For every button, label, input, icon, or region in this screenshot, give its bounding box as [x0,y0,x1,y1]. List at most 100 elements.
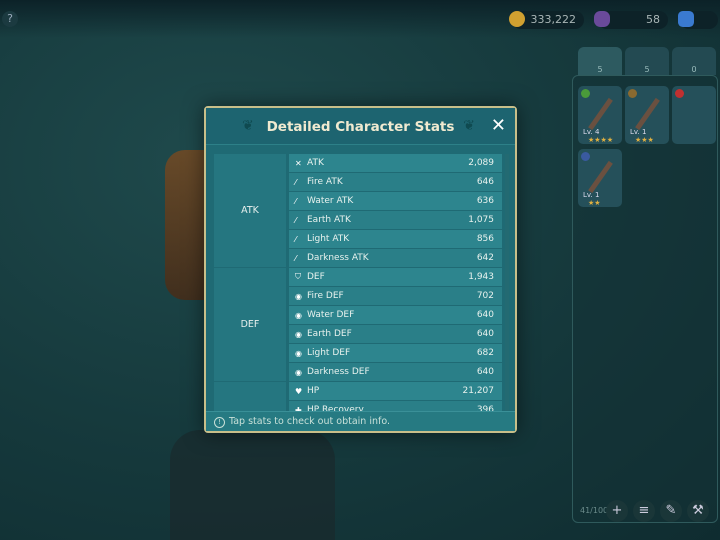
stat-value: 642 [476,253,494,263]
stat-value: 1,075 [468,215,494,225]
stat-name: Water ATK [307,196,354,206]
stat-value: 640 [476,367,494,377]
gold-coin-icon [509,11,525,27]
item-stars: ★★★ [635,136,654,144]
stat-name: Fire DEF [307,291,344,301]
category-label: DEF [240,319,260,330]
forge-button[interactable]: ⚒ [687,500,709,522]
stat-name: Light DEF [307,348,351,358]
stat-value: 702 [476,291,494,301]
stat-value: 640 [476,329,494,339]
stat-icon: ⁄ [295,253,297,263]
crystal-counter: 58 [598,11,668,29]
category-label: ATK [241,205,259,216]
tab-count: 0 [691,65,697,74]
hammer-icon [588,160,613,194]
stat-icon: ⛉ [295,272,301,281]
item-stars: ★★★★ [588,136,614,144]
stat-value: 640 [476,310,494,320]
stat-name: HP [307,386,320,396]
item-level: Lv. 1 [630,128,647,136]
stat-icon: ♥ [295,386,303,396]
footer-hint: Tap stats to check out obtain info. [229,416,390,427]
item-card[interactable] [672,86,716,144]
stat-name: Water DEF [307,310,355,320]
category-hp [214,382,286,412]
stat-row[interactable]: ◉ Water DEF 640 [289,306,502,324]
stat-row[interactable]: ⁄ Darkness ATK 642 [289,249,502,267]
stat-value: 1,943 [468,272,494,282]
item-stars: ★★ [588,199,601,207]
element-icon [675,89,684,98]
sort-button[interactable]: ≡ [633,500,655,522]
stat-row[interactable]: ◉ Earth DEF 640 [289,325,502,343]
leaf-ornament-icon: ❦ [463,118,475,134]
stat-icon: ◉ [295,310,302,320]
help-button[interactable]: ? [2,11,18,27]
stat-row[interactable]: ♥ HP 21,207 [289,382,502,400]
stat-row[interactable]: ✕ ATK 2,089 [289,154,502,172]
auto-equip-button[interactable]: ✎ [660,500,682,522]
gold-counter: 333,222 [512,11,584,29]
dialog-title: Detailed Character Stats [266,119,455,135]
stat-value: 21,207 [462,386,495,396]
tab-accessory[interactable]: 0 [672,47,716,75]
element-icon [628,89,637,98]
stat-icon: ✚ [295,405,302,413]
item-level: Lv. 4 [583,128,600,136]
hammer-icon [635,97,660,131]
stat-row[interactable]: ✚ HP Recovery 396 [289,401,502,412]
stat-row[interactable]: ⛉ DEF 1,943 [289,268,502,286]
background-tower [170,430,335,540]
element-icon [581,89,590,98]
stats-dialog: ❦ Detailed Character Stats ❦ ✕ ATK DEF ✕… [204,106,517,433]
stat-icon: ⁄ [295,215,297,225]
stat-icon: ⁄ [295,234,297,244]
stat-row[interactable]: ⁄ Water ATK 636 [289,192,502,210]
dialog-footer: ! Tap stats to check out obtain info. [206,411,515,431]
stat-value: 396 [476,405,494,412]
stat-icon: ◉ [295,348,302,358]
stat-icon: ◉ [295,329,302,339]
stat-row[interactable]: ◉ Light DEF 682 [289,344,502,362]
stat-row[interactable]: ⁄ Light ATK 856 [289,230,502,248]
stat-value: 2,089 [468,158,494,168]
item-level: Lv. 1 [583,191,600,199]
stat-icon: ◉ [295,367,302,377]
item-card[interactable]: Lv. 1 ★★ [578,149,622,207]
close-button[interactable]: ✕ [490,115,506,136]
tab-armor[interactable]: 5 [625,47,669,75]
crystal-icon [594,11,610,27]
stat-name: Earth DEF [307,329,352,339]
inventory-count: 41/100 [580,506,609,515]
gold-amount: 333,222 [530,13,577,26]
hammer-icon [588,97,613,131]
stat-row[interactable]: ⁄ Earth ATK 1,075 [289,211,502,229]
tab-weapon[interactable]: 5 [578,47,622,75]
stat-value: 646 [476,177,494,187]
stat-row[interactable]: ◉ Darkness DEF 640 [289,363,502,381]
stat-name: Light ATK [307,234,350,244]
stat-name: DEF [307,272,325,282]
stat-name: Earth ATK [307,215,351,225]
stat-value: 636 [476,196,494,206]
stat-icon: ⁄ [295,177,297,187]
expand-inventory-button[interactable]: + [606,500,628,522]
scrollbar[interactable] [505,154,509,412]
top-bar: ? 333,222 58 [0,0,720,38]
category-def: DEF [214,268,286,381]
tab-count: 5 [644,65,650,74]
item-card[interactable]: Lv. 4 ★★★★ [578,86,622,144]
stat-name: Darkness DEF [307,367,370,377]
stat-row[interactable]: ◉ Fire DEF 702 [289,287,502,305]
tab-count: 5 [597,65,603,74]
stat-icon: ⁄ [295,196,297,206]
stat-row[interactable]: ⁄ Fire ATK 646 [289,173,502,191]
category-atk: ATK [214,154,286,267]
info-icon: ! [214,417,225,428]
crystal-amount: 58 [646,13,660,26]
stats-list[interactable]: ATK DEF ✕ ATK 2,089 ⁄ Fire ATK 646 ⁄ Water ATK 6… [214,154,509,412]
item-card[interactable]: Lv. 1 ★★★ [625,86,669,144]
stat-name: HP Recovery [307,405,364,412]
stat-value: 682 [476,348,494,358]
